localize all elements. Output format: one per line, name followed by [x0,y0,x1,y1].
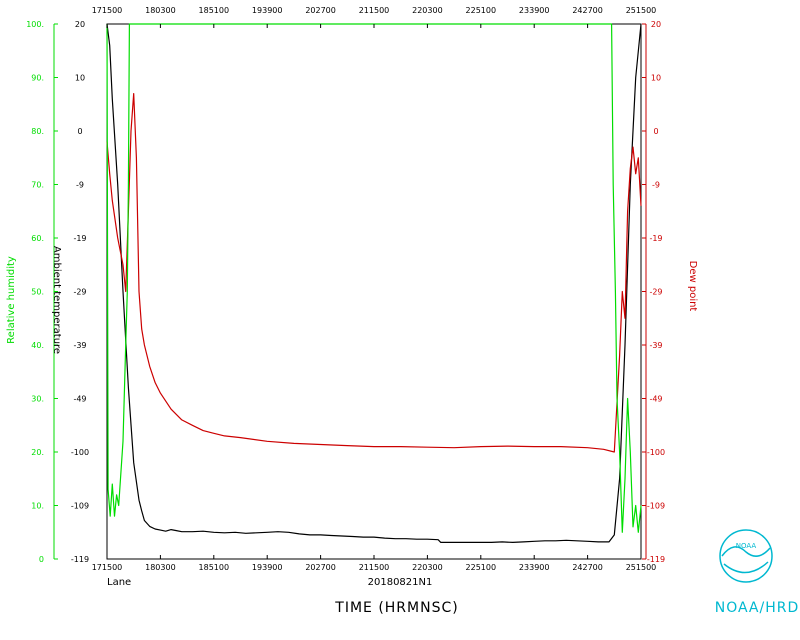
dew-tick-label: -9 [652,181,660,190]
rh-tick-label: 10. [31,502,44,511]
temp-tick-label: 0 [77,127,82,136]
x-tick-label-bottom: 225100 [466,563,497,572]
rh-tick-label: 50. [31,288,44,297]
relative-humidity-line [106,23,642,533]
rh-tick-label: 40. [31,341,44,350]
dew-tick-label: -29 [649,288,662,297]
rh-tick-label: 80. [31,127,44,136]
temp-tick-label: -100 [71,448,89,457]
temp-axis-title: Ambient temperature [51,246,62,354]
temp-tick-label: -39 [73,341,86,350]
dew-tick-label: -19 [649,234,662,243]
x-tick-label-top: 211500 [359,6,390,15]
rh-tick-label: 20. [31,448,44,457]
x-tick-label-top: 242700 [572,6,603,15]
x-tick-label-bottom: 180300 [145,563,176,572]
x-tick-label-top: 202700 [305,6,336,15]
rh-tick-label: 60. [31,234,44,243]
x-tick-label-top: 233900 [519,6,550,15]
x-tick-label-bottom: 211500 [359,563,390,572]
rh-tick-label: 30. [31,395,44,404]
dew-tick-label: -119 [647,555,665,564]
rh-tick-label: 70. [31,181,44,190]
x-tick-label-top: 180300 [145,6,176,15]
dew-tick-label: 20 [651,20,661,29]
noaa-logo-icon: NOAA [719,529,773,583]
flight-id: 20180821N1 [368,577,433,588]
x-tick-label-bottom: 193900 [252,563,283,572]
x-tick-label-top: 225100 [466,6,497,15]
dew-tick-label: -100 [647,448,665,457]
dew-axis-title: Dew point [687,261,698,312]
credit-label: NOAA/HRD [715,600,800,616]
plot-frame [106,23,642,560]
rh-axis-title: Relative humidity [6,256,17,344]
x-tick-label-bottom: 171500 [92,563,123,572]
x-tick-label-bottom: 233900 [519,563,550,572]
temp-tick-label: 20 [75,20,85,29]
x-tick-label-bottom: 185100 [199,563,230,572]
dew-tick-label: -49 [649,395,662,404]
x-tick-label-top: 185100 [199,6,230,15]
temperature-line [106,23,642,543]
rh-tick-label: 100. [26,20,44,29]
temp-tick-label: -19 [73,234,86,243]
x-tick-label-bottom: 242700 [572,563,603,572]
storm-name: Lane [107,577,131,588]
rh-tick-label: 90. [31,74,44,83]
x-tick-label-top: 251500 [626,6,657,15]
logo-text: NOAA [736,542,757,550]
temp-tick-label: -109 [71,502,89,511]
dew-tick-label: -109 [647,502,665,511]
x-axis-title: TIME (HRMNSC) [334,600,458,616]
temp-tick-label: 10 [75,74,85,83]
dew-tick-label: 0 [653,127,658,136]
dew-tick-label: -39 [649,341,662,350]
temp-tick-label: -29 [73,288,86,297]
x-tick-label-top: 220300 [412,6,443,15]
x-tick-label-bottom: 251500 [626,563,657,572]
x-tick-label-top: 171500 [92,6,123,15]
x-tick-label-top: 193900 [252,6,283,15]
x-tick-label-bottom: 220300 [412,563,443,572]
rh-tick-label: 0 [39,555,44,564]
dew-point-line [106,93,642,453]
temp-tick-label: -49 [73,395,86,404]
temp-tick-label: -9 [76,181,84,190]
temp-tick-label: -119 [71,555,89,564]
dew-tick-label: 10 [651,74,661,83]
x-tick-label-bottom: 202700 [305,563,336,572]
